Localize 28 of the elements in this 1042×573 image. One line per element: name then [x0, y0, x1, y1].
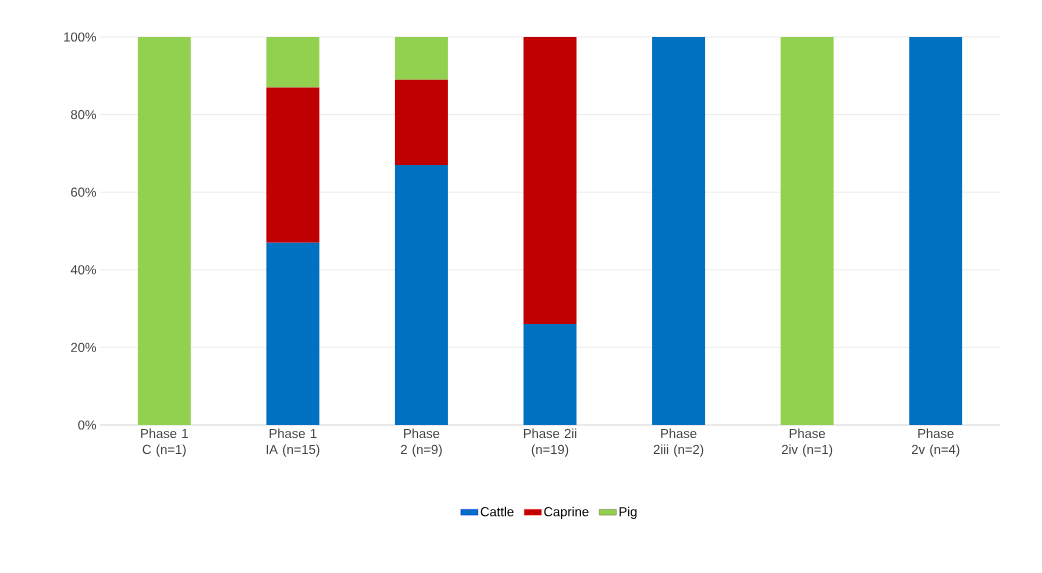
x-tick-label: Phase 2v (n=4) — [911, 428, 960, 457]
bar — [909, 37, 963, 425]
legend-label: Cattle — [480, 506, 514, 517]
y-tick-label: 20% — [71, 342, 97, 352]
x-tick-label: Phase 1 C (n=1) — [141, 428, 188, 457]
bar — [394, 165, 448, 425]
x-tick-label: Phase 2iv (n=1) — [781, 428, 833, 457]
y-tick-label: 60% — [71, 187, 97, 197]
y-tick-label: 80% — [71, 109, 97, 120]
bar — [266, 87, 320, 243]
bar — [652, 37, 706, 425]
bar — [523, 324, 577, 425]
legend-label: Caprine — [544, 506, 589, 519]
x-tick-label: Phase 2ii (n=19) — [523, 428, 577, 457]
bar — [266, 242, 320, 425]
x-tick-label: Phase 1 IA (n=15) — [266, 428, 320, 457]
y-tick-label: 40% — [70, 265, 97, 275]
y-tick-label: 100% — [64, 32, 97, 42]
x-tick-label: Phase 2 (n=9) — [400, 428, 442, 457]
bar — [394, 37, 448, 80]
legend-label: Pig — [619, 506, 637, 519]
x-tick-label: Phase 2iii (n=2) — [653, 428, 704, 457]
bar — [523, 37, 577, 325]
bar — [137, 37, 191, 425]
bar — [266, 37, 320, 88]
y-tick-label: 0% — [78, 420, 97, 430]
bar — [780, 37, 834, 425]
bar — [394, 79, 448, 166]
